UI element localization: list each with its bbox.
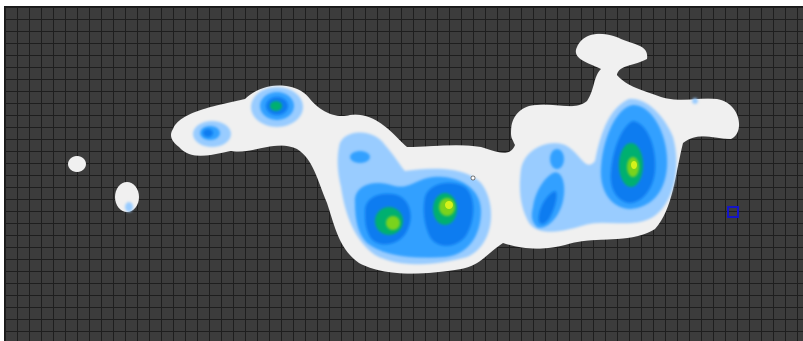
map-canvas[interactable] xyxy=(4,6,803,341)
free-space-arch xyxy=(511,117,546,146)
origin-point[interactable] xyxy=(470,175,476,181)
free-space-dot-isolated xyxy=(115,182,139,212)
heat-level-6 xyxy=(445,161,637,209)
goal-marker[interactable] xyxy=(727,206,739,218)
free-space-dot-small xyxy=(68,156,86,172)
heatmap-layer xyxy=(68,33,740,274)
